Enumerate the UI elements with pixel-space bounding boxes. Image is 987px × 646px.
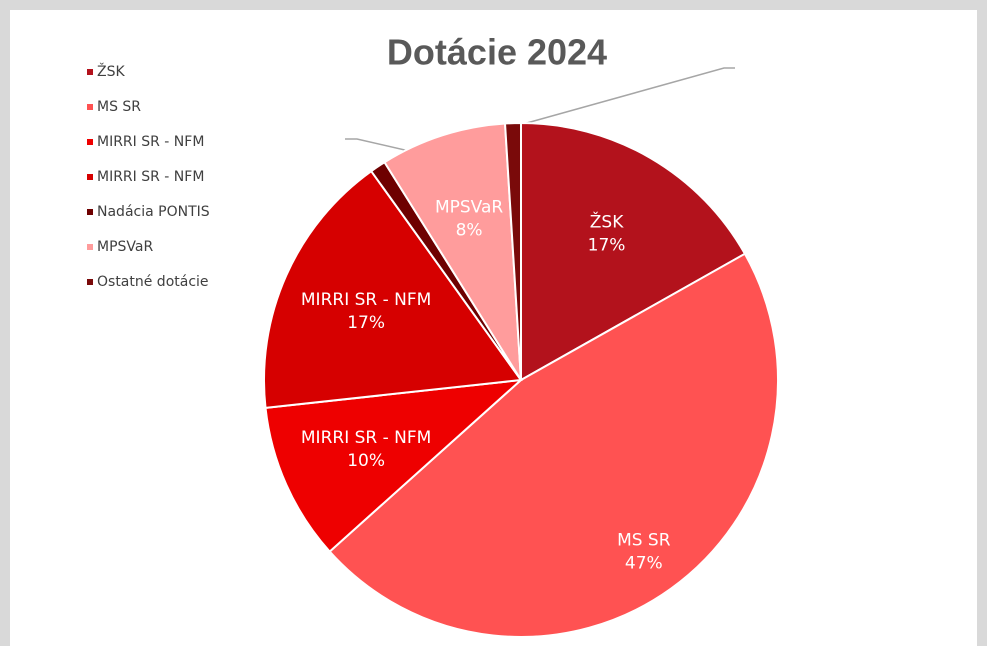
legend-label: MIRRI SR - NFM <box>97 169 204 185</box>
pie-slice <box>383 122 522 381</box>
slice-value: 17% <box>588 236 626 256</box>
slice-value: 17% <box>347 313 385 333</box>
legend-swatch <box>87 174 93 180</box>
slice-label: MPSVaR <box>435 198 503 218</box>
legend-label: MIRRI SR - NFM <box>97 134 204 150</box>
slice-label: MIRRI SR - NFM <box>301 428 431 448</box>
legend-label: Ostatné dotácie <box>97 274 209 290</box>
pie-slice <box>328 252 779 638</box>
legend-swatch <box>87 279 93 285</box>
legend-swatch <box>87 104 93 110</box>
slice-value: 8% <box>456 221 483 241</box>
chart-title: Dotácie 2024 <box>387 32 607 73</box>
legend-label: MS SR <box>97 99 141 115</box>
pie-slice <box>520 121 747 382</box>
legend-swatch <box>87 244 93 250</box>
legend-swatch <box>87 209 93 215</box>
pie-slice <box>503 121 522 381</box>
slice-value: 47% <box>625 553 663 573</box>
slice-label: ŽSK <box>590 211 624 233</box>
slice-label: MS SR <box>617 530 671 550</box>
legend-label: ŽSK <box>97 62 125 80</box>
pie-slice <box>263 169 523 410</box>
legend-swatch <box>87 139 93 145</box>
slice-label: MIRRI SR - NFM <box>301 290 431 310</box>
legend-label: Nadácia PONTIS <box>97 204 210 220</box>
pie-slice <box>264 378 524 553</box>
leader-line <box>515 67 735 127</box>
slice-value: 10% <box>347 451 385 471</box>
legend-swatch <box>87 69 93 75</box>
legend-label: MPSVaR <box>97 239 153 255</box>
